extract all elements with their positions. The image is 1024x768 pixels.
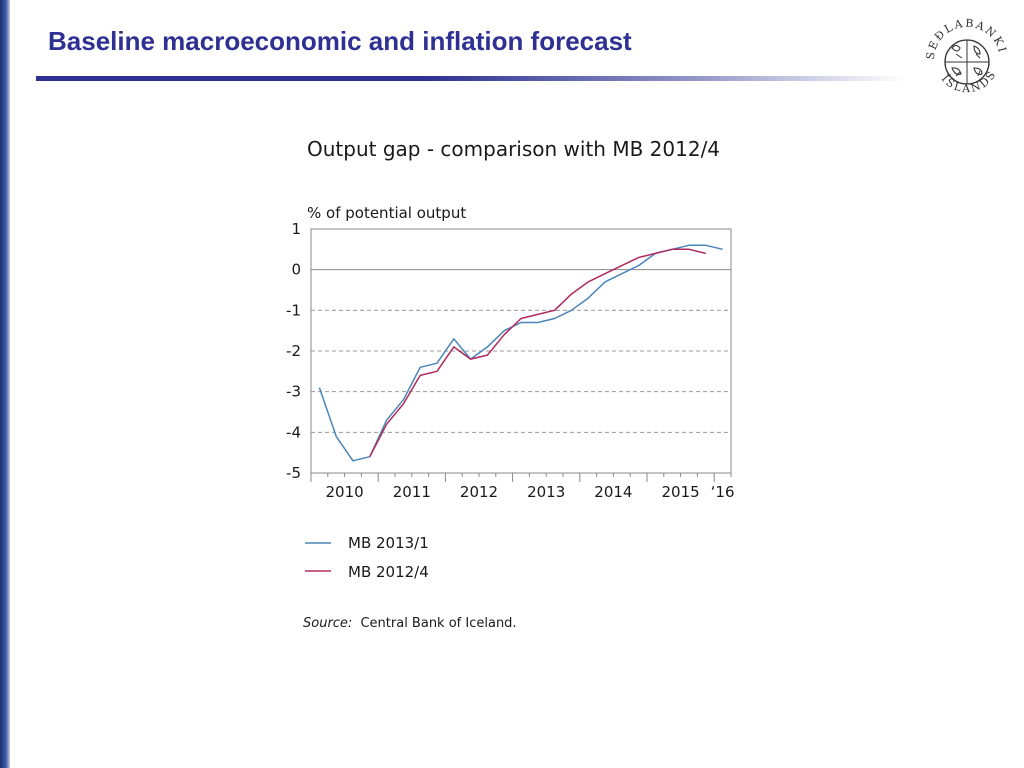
chart-title: Output gap - comparison with MB 2012/4 [307,137,720,161]
gridlines [311,269,731,433]
legend-label-mb-2013-1: MB 2013/1 [348,534,429,552]
y-tick-label: 0 [291,261,301,279]
slide-title: Baseline macroeconomic and inflation for… [48,26,632,56]
y-tick-label: -4 [286,423,301,441]
x-tick-label: 2014 [594,483,632,501]
source-text: Central Bank of Iceland. [360,616,516,631]
y-axis-ticks: 1 0 -1 -2 -3 -4 -5 [286,220,301,482]
y-tick-label: -2 [286,342,301,360]
y-tick-label: -1 [286,301,301,319]
y-tick-label: 1 [291,220,301,238]
y-tick-label: -5 [286,464,301,482]
series-line-mb-2012-4 [369,248,706,458]
x-tick-label: 2012 [460,483,498,501]
x-tick-label: 2015 [662,483,700,501]
y-tick-label: -3 [286,383,301,401]
source-note: Source: Central Bank of Iceland. [303,616,517,631]
left-accent-bar [0,0,10,768]
central-bank-seal-logo: SEÐLABANKI ÍSLANDS [924,17,1008,95]
series-line-mb-2013-1 [318,244,723,462]
x-tick-label: 2013 [527,483,565,501]
series-lines [318,244,723,462]
legend: MB 2013/1 MB 2012/4 [305,534,429,581]
x-tick-label: 2010 [326,483,364,501]
source-label: Source: [303,616,352,631]
x-axis-ticks: 2010 2011 2012 2013 2014 2015 ‘16 [310,473,735,501]
x-tick-label: 2011 [393,483,431,501]
x-tick-label: ‘16 [711,483,735,501]
y-axis-label: % of potential output [307,204,466,222]
title-underline [36,76,906,81]
legend-label-mb-2012-4: MB 2012/4 [348,563,429,581]
